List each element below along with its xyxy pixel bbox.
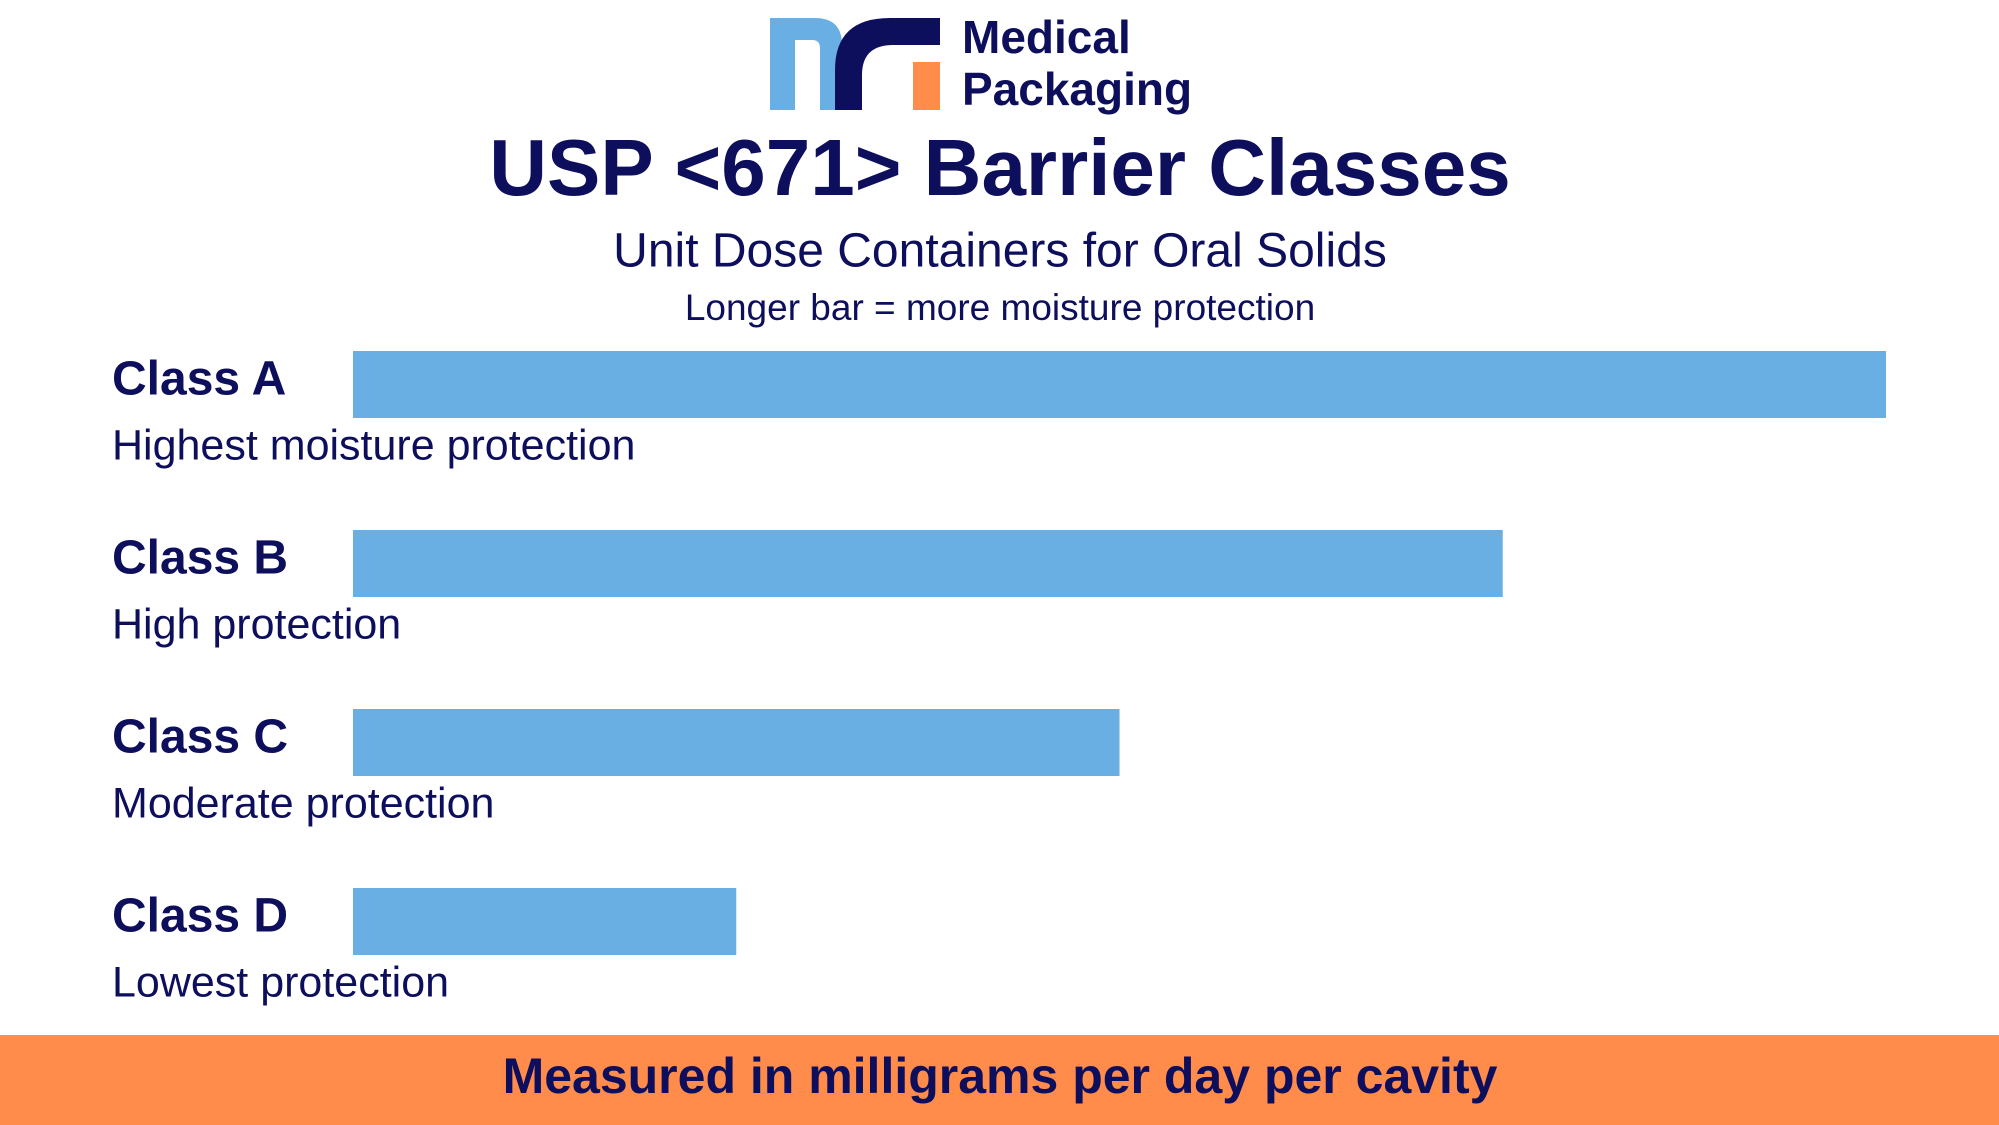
- bar: [353, 530, 1503, 597]
- chart-note: Longer bar = more moisture protection: [685, 287, 1315, 328]
- bar: [353, 351, 1886, 418]
- logo-shape: [835, 18, 940, 110]
- chart-title: USP <671> Barrier Classes: [489, 123, 1510, 212]
- category-description: Lowest protection: [112, 958, 449, 1006]
- logo-icon: [770, 18, 940, 110]
- category-description: Moderate protection: [112, 779, 494, 827]
- category-label: Class A: [112, 353, 286, 406]
- footer-band: [0, 1035, 1999, 1125]
- category-label: Class C: [112, 711, 288, 764]
- logo-text: Packaging: [962, 63, 1192, 115]
- category-description: High protection: [112, 600, 401, 648]
- bar: [353, 709, 1120, 776]
- category-label: Class B: [112, 532, 288, 585]
- category-description: Highest moisture protection: [112, 421, 635, 469]
- logo-shape: [770, 18, 842, 110]
- logo-text: Medical: [962, 11, 1131, 63]
- category-label: Class D: [112, 890, 288, 943]
- bar: [353, 888, 737, 955]
- footnote: Measured in milligrams per day per cavit…: [503, 1048, 1498, 1104]
- logo-shape: [913, 62, 940, 110]
- chart-subtitle: Unit Dose Containers for Oral Solids: [613, 225, 1387, 278]
